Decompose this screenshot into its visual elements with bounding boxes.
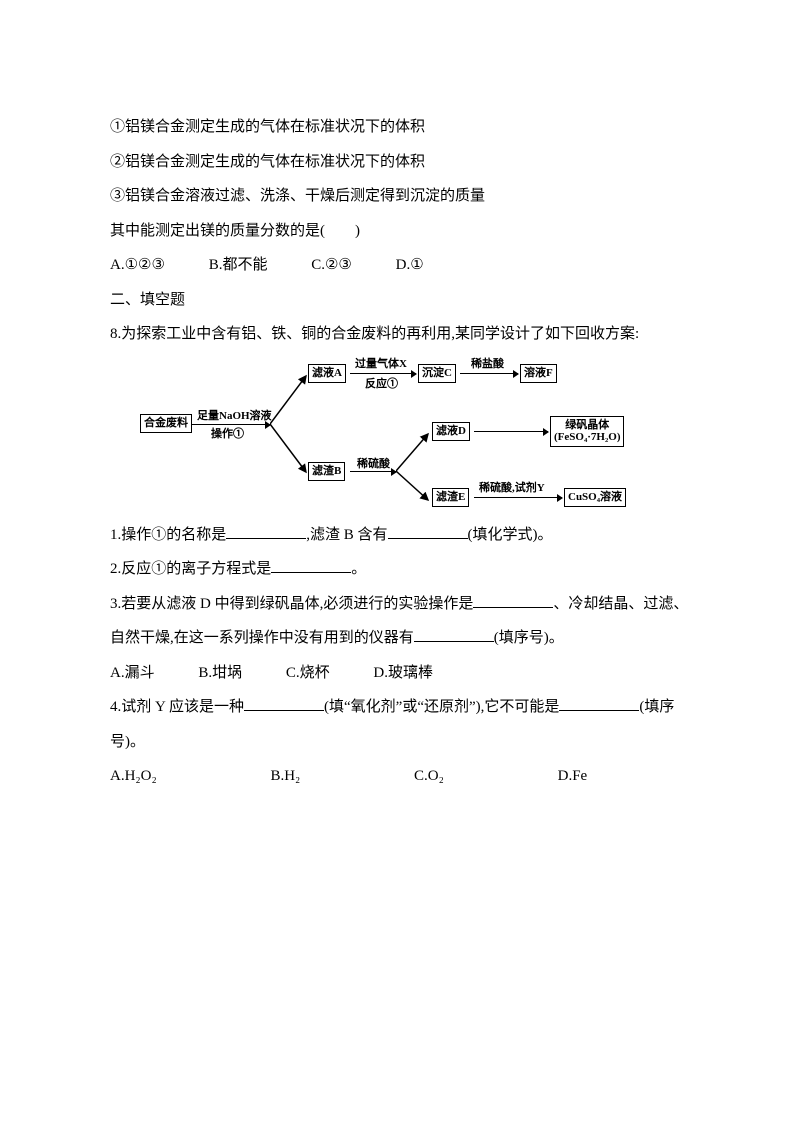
crystal-top: 绿矾晶体 [554,419,620,432]
text: 2.反应①的离子方程式是 [110,561,271,577]
text: (填化学式)。 [468,527,553,543]
text: (填序号)。 [494,630,564,646]
opt-c[interactable]: C.O₂ [414,759,444,794]
opt-d[interactable]: D.Fe [558,759,588,794]
blank[interactable] [473,592,553,608]
opt-b[interactable]: B.都不能 [209,248,268,283]
node-cuso4: CuSO₄溶液 [564,488,626,507]
para: ①铝镁合金测定生成的气体在标准状况下的体积 [110,110,690,145]
q7-options: A.①②③ B.都不能 C.②③ D.① [110,248,690,283]
node-crystal: 绿矾晶体 (FeSO₄·7H₂O) [550,416,624,447]
text: 1.操作①的名称是 [110,527,226,543]
text: 。 [351,561,366,577]
crystal-bot: (FeSO₄·7H₂O) [554,431,620,444]
blank[interactable] [559,695,639,711]
opt-c[interactable]: C.烧杯 [286,656,330,691]
label-op1: 操作① [210,428,245,441]
q8-1: 1.操作①的名称是 ,滤渣 B 含有 (填化学式)。 [110,518,690,553]
label-gasX: 过量气体X [354,358,408,371]
label-dH2SO4Y: 稀硫酸,试剂Y [478,482,546,495]
arrow [474,497,562,498]
label-rxn1: 反应① [364,378,399,391]
opt-b[interactable]: B.H₂ [270,759,300,794]
label-naoh: 足量NaOH溶液 [196,410,273,423]
flowchart: 合金废料 足量NaOH溶液 操作① 滤液A 滤渣B 过量气体X 反应① 沉淀C [110,358,690,508]
node-lB: 滤渣B [308,462,345,481]
text: 3.若要从滤液 D 中得到绿矾晶体,必须进行的实验操作是 [110,596,473,612]
node-zE: 滤渣E [432,488,469,507]
para: ②铝镁合金测定生成的气体在标准状况下的体积 [110,145,690,180]
blank[interactable] [414,626,494,642]
blank[interactable] [226,523,306,539]
q8-4: 4.试剂 Y 应该是一种(填“氧化剂”或“还原剂”),它不可能是(填序号)。 [110,690,690,759]
node-sF: 溶液F [520,364,557,383]
arrow [474,431,548,432]
blank[interactable] [244,695,324,711]
opt-d[interactable]: D.玻璃棒 [373,656,433,691]
opt-b[interactable]: B.坩埚 [198,656,242,691]
node-pC: 沉淀C [418,364,456,383]
text: 4.试剂 Y 应该是一种 [110,699,244,715]
section-heading: 二、填空题 [110,283,690,318]
split [270,370,310,478]
label-hcl: 稀盐酸 [470,358,505,371]
blank[interactable] [388,523,468,539]
q8-intro: 8.为探索工业中含有铝、铁、铜的合金废料的再利用,某同学设计了如下回收方案: [110,317,690,352]
node-lA: 滤液A [308,364,346,383]
text: (填“氧化剂”或“还原剂”),它不可能是 [324,699,559,715]
arrow [350,471,396,472]
opt-a[interactable]: A.①②③ [110,248,165,283]
blank[interactable] [271,557,351,573]
node-start: 合金废料 [140,414,192,433]
label-h2so4: 稀硫酸 [356,458,391,471]
arrow [350,373,416,374]
opt-a[interactable]: A.H₂O₂ [110,759,157,794]
arrow [192,424,270,425]
q8-3-options: A.漏斗 B.坩埚 C.烧杯 D.玻璃棒 [110,656,690,691]
opt-d[interactable]: D.① [396,248,424,283]
para: 其中能测定出镁的质量分数的是( ) [110,214,690,249]
arrow [460,373,518,374]
text: ,滤渣 B 含有 [306,527,387,543]
para: ③铝镁合金溶液过滤、洗涤、干燥后测定得到沉淀的质量 [110,179,690,214]
opt-c[interactable]: C.②③ [311,248,352,283]
split2 [396,428,432,506]
opt-a[interactable]: A.漏斗 [110,656,155,691]
q8-3: 3.若要从滤液 D 中得到绿矾晶体,必须进行的实验操作是、冷却结晶、过滤、自然干… [110,587,690,656]
q8-2: 2.反应①的离子方程式是 。 [110,552,690,587]
q8-4-options: A.H₂O₂ B.H₂ C.O₂ D.Fe [110,759,690,794]
node-lD: 滤液D [432,422,470,441]
